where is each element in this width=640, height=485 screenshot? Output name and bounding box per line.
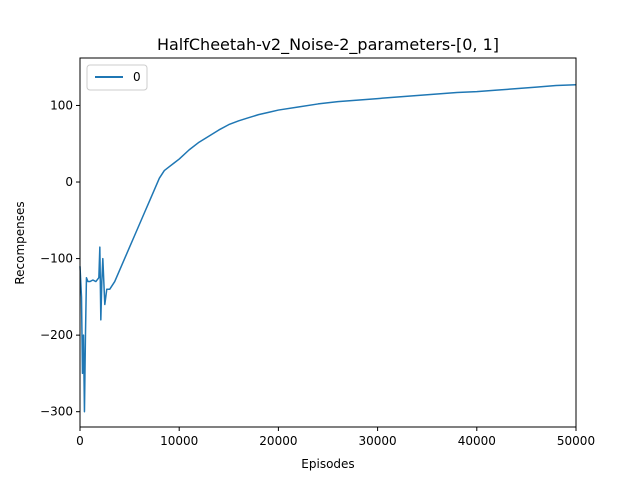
series-layer	[79, 84, 577, 413]
y-axis-ticks: −300 −200 −100 0 100	[40, 98, 80, 419]
legend: 0	[86, 64, 148, 91]
chart-title: HalfCheetah-v2_Noise-2_parameters-[0, 1]	[157, 35, 499, 55]
y-tick-label: −200	[40, 328, 73, 342]
plot-area	[79, 57, 577, 428]
x-tick-label: 30000	[359, 434, 397, 448]
x-axis-label: Episodes	[301, 457, 354, 471]
plot-frame	[79, 57, 577, 428]
y-tick-label: 100	[50, 98, 73, 112]
legend-label: 0	[133, 70, 141, 84]
x-tick-label: 0	[76, 434, 84, 448]
y-axis-label: Recompenses	[13, 201, 27, 284]
y-tick-label: −300	[40, 405, 73, 419]
y-tick-label: 0	[65, 175, 73, 189]
x-tick-label: 10000	[160, 434, 198, 448]
x-axis-ticks: 0 10000 20000 30000 40000 50000	[76, 427, 595, 448]
y-tick-label: −100	[40, 252, 73, 266]
x-tick-label: 20000	[259, 434, 297, 448]
series-line-0	[79, 84, 577, 413]
x-tick-label: 40000	[458, 434, 496, 448]
x-tick-label: 50000	[557, 434, 595, 448]
